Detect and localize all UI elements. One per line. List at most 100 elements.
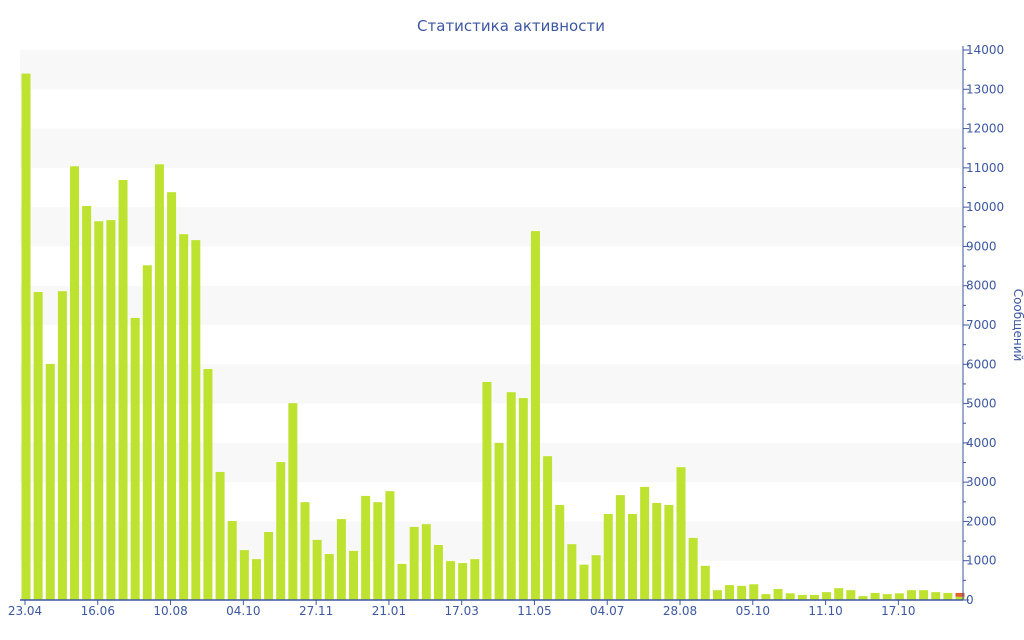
bar	[21, 73, 31, 601]
bar	[749, 584, 759, 600]
bar	[312, 539, 322, 600]
x-axis: 23.04 16.06 10.08 04.10 27.11 21.01 17.03 11.05…	[8, 599, 963, 618]
bar	[251, 559, 261, 600]
bar	[227, 521, 237, 600]
bar	[919, 590, 929, 600]
x-tick-label: 17.03	[445, 604, 479, 618]
y-tick-label: 4000	[966, 436, 997, 450]
bar	[482, 381, 492, 600]
bar	[822, 592, 832, 600]
bar	[773, 589, 783, 600]
bar	[870, 592, 880, 600]
x-tick-label: 16.06	[81, 604, 115, 618]
bar	[239, 550, 249, 600]
bars	[21, 73, 965, 601]
bar	[785, 593, 795, 600]
bar	[70, 166, 80, 601]
y-tick-label: 0	[966, 593, 974, 607]
y-axis-label: Сообщений	[1011, 289, 1024, 362]
bar	[615, 495, 625, 600]
bar	[397, 563, 407, 600]
grid-band	[20, 285, 963, 325]
bar	[955, 592, 965, 597]
chart-title: Статистика активности	[417, 17, 605, 35]
bar	[167, 192, 177, 600]
bar	[264, 532, 274, 600]
y-tick-label: 6000	[966, 357, 997, 371]
bar	[543, 456, 553, 600]
y-tick-label: 2000	[966, 514, 997, 528]
bar	[567, 544, 577, 600]
bar	[894, 593, 904, 600]
y-tick-label: 7000	[966, 318, 997, 332]
bar	[154, 164, 164, 601]
bar	[676, 467, 686, 600]
x-tick-label: 05.10	[736, 604, 770, 618]
bar	[700, 565, 710, 600]
bar	[797, 594, 807, 600]
bar	[652, 502, 662, 600]
bar	[809, 594, 819, 600]
bar	[834, 588, 844, 600]
bar	[433, 545, 443, 600]
bar	[470, 559, 480, 600]
bar	[45, 363, 55, 600]
bar	[955, 596, 965, 600]
bar	[300, 502, 310, 600]
x-tick-label: 27.11	[299, 604, 333, 618]
x-tick-label: 10.08	[153, 604, 187, 618]
bar	[591, 555, 601, 600]
bar	[276, 462, 286, 600]
x-tick-label: 17.10	[881, 604, 915, 618]
bar	[385, 491, 395, 600]
bar	[555, 504, 565, 600]
y-tick-label: 13000	[966, 82, 1004, 96]
bar	[664, 504, 674, 600]
bar	[725, 585, 735, 600]
bar	[94, 221, 104, 601]
y-tick-label: 8000	[966, 279, 997, 293]
bar	[458, 563, 468, 600]
bar	[33, 292, 43, 600]
x-tick-label: 23.04	[8, 604, 42, 618]
bar	[324, 554, 334, 600]
grid-band	[20, 364, 963, 404]
x-tick-label: 21.01	[372, 604, 406, 618]
bar	[506, 392, 516, 600]
bar	[761, 594, 771, 600]
bar	[82, 205, 92, 600]
grid-band	[20, 442, 963, 483]
bar	[943, 592, 953, 600]
bar	[203, 369, 213, 600]
x-tick-label: 11.10	[808, 604, 842, 618]
bar	[579, 564, 589, 600]
y-tick-label: 12000	[966, 122, 1004, 136]
bar	[421, 524, 431, 600]
bar	[628, 513, 637, 600]
bar	[882, 594, 892, 600]
y-axis: 0 1000 2000 3000 4000 5000 6000 7000 8000 9000 100…	[962, 43, 1004, 607]
bar	[373, 502, 383, 600]
y-tick-label: 3000	[966, 475, 997, 489]
bar	[179, 234, 189, 600]
bar	[130, 317, 140, 600]
grid-band	[20, 128, 963, 168]
bar	[446, 561, 456, 600]
bar	[106, 220, 116, 600]
bar	[603, 513, 613, 600]
y-tick-label: 11000	[966, 161, 1004, 175]
bar	[858, 596, 868, 600]
bar	[215, 471, 225, 600]
bar	[494, 442, 504, 600]
grid-band	[20, 521, 963, 561]
bar	[142, 265, 152, 600]
bar	[361, 495, 371, 600]
bar	[737, 585, 747, 600]
grid-bands	[20, 50, 963, 561]
bar	[518, 398, 528, 600]
x-tick-label: 04.10	[226, 604, 260, 618]
bar	[712, 590, 722, 600]
y-tick-label: 14000	[966, 43, 1004, 57]
bar	[640, 486, 650, 600]
